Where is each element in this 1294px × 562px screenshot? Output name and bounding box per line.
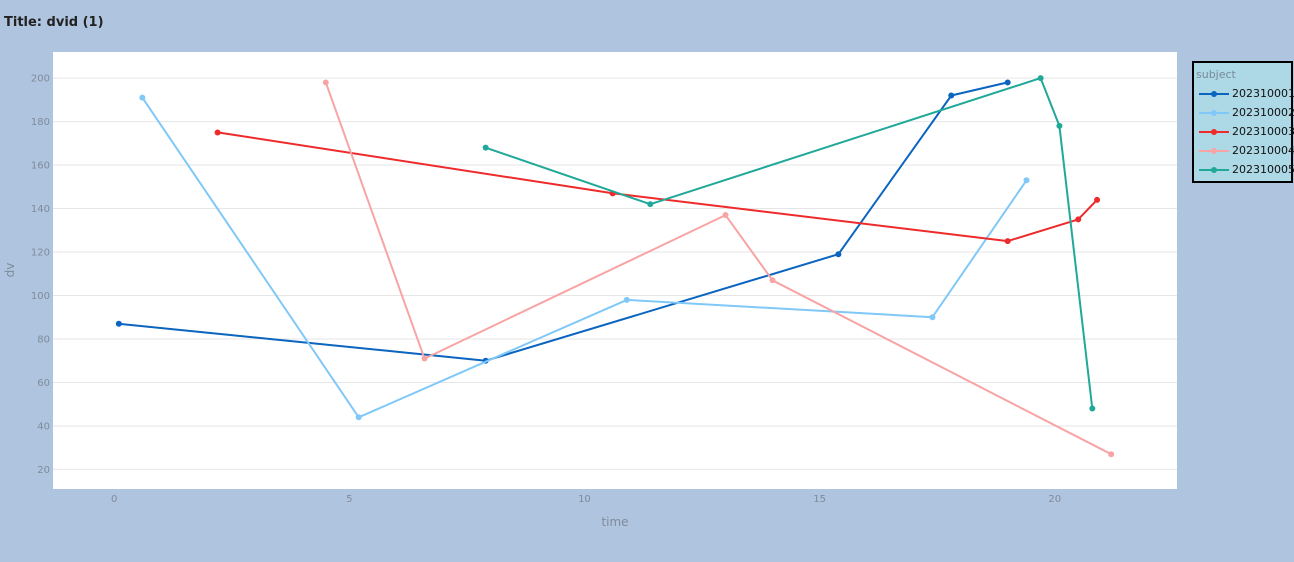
x-tick-label: 20 <box>1048 494 1061 505</box>
plot-area <box>53 52 1177 489</box>
data-point[interactable] <box>835 251 842 258</box>
legend-item[interactable]: 202310003 <box>1198 123 1294 142</box>
y-tick-label: 200 <box>31 74 50 85</box>
data-point[interactable] <box>421 355 428 362</box>
data-point[interactable] <box>214 129 221 136</box>
legend-label: 202310005 <box>1232 163 1294 176</box>
y-tick-label: 60 <box>37 378 50 389</box>
legend-swatch-icon <box>1199 110 1229 116</box>
legend-item[interactable]: 202310005 <box>1198 161 1294 180</box>
data-point[interactable] <box>1108 451 1115 458</box>
x-tick-labels: 0 5 10 15 20 <box>111 494 1061 505</box>
data-point[interactable] <box>1094 196 1101 203</box>
legend-label: 202310002 <box>1232 106 1294 119</box>
data-point[interactable] <box>647 201 654 208</box>
legend-label: 202310003 <box>1232 125 1294 138</box>
data-point[interactable] <box>1004 79 1011 86</box>
data-point[interactable] <box>1037 75 1044 82</box>
data-point[interactable] <box>722 212 729 219</box>
legend-label: 202310001 <box>1232 87 1294 100</box>
x-tick-label: 5 <box>346 494 352 505</box>
data-point[interactable] <box>115 320 122 327</box>
series-202310003 <box>214 129 1101 245</box>
legend: subject 202310001 202310002 202310003 20231… <box>1192 61 1294 183</box>
legend-swatch-icon <box>1199 91 1229 97</box>
legend-swatch-icon <box>1199 167 1229 173</box>
legend-title: subject <box>1196 68 1236 81</box>
legend-swatch-icon <box>1199 129 1229 135</box>
series-202310005 <box>482 75 1096 412</box>
legend-item[interactable]: 202310001 <box>1198 85 1294 104</box>
data-point[interactable] <box>623 296 630 303</box>
y-tick-label: 140 <box>31 204 50 215</box>
series-202310002 <box>139 94 1030 421</box>
data-point[interactable] <box>1075 216 1082 223</box>
series-202310004 <box>322 79 1115 458</box>
y-tick-labels: 20 40 60 80 100 120 140 160 180 200 <box>31 74 50 476</box>
legend-item[interactable]: 202310004 <box>1198 142 1294 161</box>
data-point[interactable] <box>1004 238 1011 245</box>
x-tick-label: 0 <box>111 494 117 505</box>
data-point[interactable] <box>322 79 329 86</box>
y-tick-label: 180 <box>31 117 50 128</box>
legend-item[interactable]: 202310002 <box>1198 104 1294 123</box>
y-tick-label: 160 <box>31 161 50 172</box>
data-point[interactable] <box>482 144 489 151</box>
y-tick-label: 80 <box>37 334 50 345</box>
data-point[interactable] <box>1089 405 1096 412</box>
page-title: Title: dvid (1) <box>4 15 104 30</box>
data-point[interactable] <box>929 314 936 321</box>
x-tick-label: 15 <box>813 494 826 505</box>
data-point[interactable] <box>948 92 955 99</box>
grid-lines <box>53 77 1177 470</box>
y-tick-label: 120 <box>31 248 50 259</box>
x-tick-label: 10 <box>578 494 591 505</box>
data-point[interactable] <box>139 94 146 101</box>
y-tick-label: 40 <box>37 421 50 432</box>
data-point[interactable] <box>769 277 776 284</box>
series-lines <box>115 75 1115 458</box>
data-point[interactable] <box>1056 122 1063 129</box>
x-axis-title: time <box>601 515 628 529</box>
data-point[interactable] <box>1023 177 1030 184</box>
data-point[interactable] <box>355 414 362 421</box>
y-tick-label: 20 <box>37 465 50 476</box>
legend-label: 202310004 <box>1232 144 1294 157</box>
series-202310001 <box>115 79 1011 364</box>
y-axis-title: dv <box>3 263 17 278</box>
y-tick-label: 100 <box>31 291 50 302</box>
legend-swatch-icon <box>1199 148 1229 154</box>
